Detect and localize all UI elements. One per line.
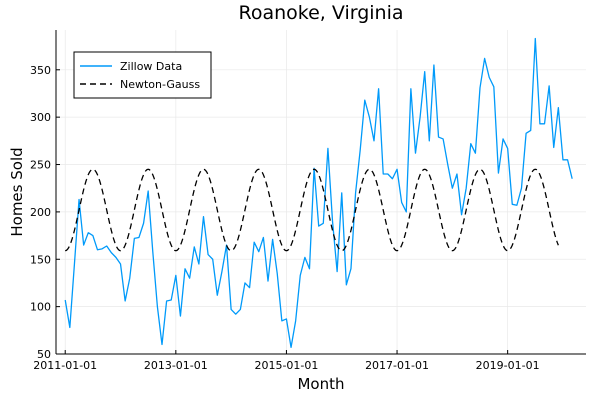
series-line-zillow	[64, 37, 573, 349]
x-tick-label: 2019-01-01	[476, 359, 540, 372]
y-tick-label: 150	[30, 253, 51, 266]
y-tick-label: 100	[30, 301, 51, 314]
y-tick-label: 200	[30, 206, 51, 219]
y-ticks: 50 100 150 200 250 300 350	[30, 64, 60, 361]
x-ticks: 2011-01-01 2013-01-01 2015-01-01 2017-01-01…	[33, 350, 540, 372]
y-axis-label: Homes Sold	[8, 147, 26, 236]
x-tick-label: 2017-01-01	[365, 359, 429, 372]
chart-title: Roanoke, Virginia	[238, 2, 403, 24]
legend-box	[73, 51, 212, 99]
x-tick-label: 2015-01-01	[254, 359, 318, 372]
x-tick-label: 2011-01-01	[33, 359, 97, 372]
axes	[55, 30, 586, 355]
y-tick-label: 350	[30, 64, 51, 77]
legend: Zillow Data Newton-Gauss	[73, 51, 212, 99]
legend-label-zillow: Zillow Data	[120, 60, 182, 73]
y-tick-label: 50	[37, 348, 51, 361]
y-tick-label: 250	[30, 159, 51, 172]
y-tick-label: 300	[30, 111, 51, 124]
series	[64, 37, 573, 349]
x-tick-label: 2013-01-01	[144, 359, 208, 372]
series-line-newton-gauss	[65, 168, 559, 252]
x-axis-label: Month	[297, 375, 344, 393]
legend-label-newton: Newton-Gauss	[120, 78, 200, 91]
